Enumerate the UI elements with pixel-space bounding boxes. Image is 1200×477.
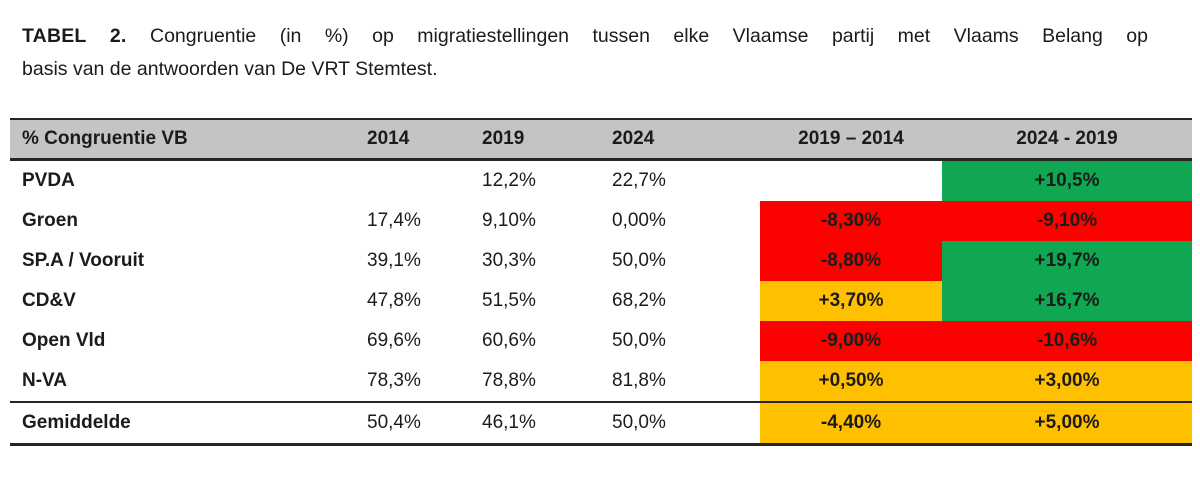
congruence-table: % Congruentie VB 2014 2019 2024 2019 – 2…: [10, 118, 1192, 446]
header-row: % Congruentie VB 2014 2019 2024 2019 – 2…: [10, 118, 1192, 161]
caption-text: Congruentie (in %) op migratiestellingen…: [150, 25, 1148, 47]
table-body: PVDA 12,2% 22,7% +10,5% Groen 17,4% 9,10…: [10, 159, 1192, 446]
cell-party: PVDA: [22, 170, 75, 191]
cell-diff-2024-2019: -9,10%: [942, 201, 1192, 241]
cell-2019: 51,5%: [482, 290, 536, 311]
header-2024: 2024: [602, 118, 760, 161]
cell-2024: 68,2%: [612, 290, 666, 311]
cell-2024: 81,8%: [612, 370, 666, 391]
cell-party: Open Vld: [22, 330, 106, 351]
caption-table-number: TABEL 2.: [22, 25, 127, 47]
cell-diff-2019-2014: -9,00%: [760, 321, 942, 361]
cell-2019: 30,3%: [482, 250, 536, 271]
cell-diff-2024-2019: +3,00%: [942, 361, 1192, 402]
cell-diff-2019-2014: +3,70%: [760, 281, 942, 321]
table-header: % Congruentie VB 2014 2019 2024 2019 – 2…: [10, 118, 1192, 161]
cell-party: N-VA: [22, 370, 68, 391]
cell-party: Gemiddelde: [10, 401, 357, 446]
header-2019: 2019: [472, 118, 602, 161]
header-party: % Congruentie VB: [10, 118, 357, 161]
cell-2024: 50,0%: [612, 250, 666, 271]
header-diff-2019-2014: 2019 – 2014: [760, 118, 942, 161]
cell-diff-2024-2019: +16,7%: [942, 281, 1192, 321]
cell-diff-2019-2014: -8,80%: [760, 241, 942, 281]
cell-2014: 78,3%: [367, 370, 421, 391]
cell-diff-2019-2014: -8,30%: [760, 201, 942, 241]
cell-2014: 50,4%: [357, 401, 472, 446]
cell-2024: 50,0%: [612, 330, 666, 351]
cell-2019: 9,10%: [482, 210, 536, 231]
table-figure-page: TABEL 2. Congruentie (in %) op migraties…: [0, 20, 1200, 477]
header-diff-2024-2019: 2024 - 2019: [942, 118, 1192, 161]
cell-2014: 69,6%: [367, 330, 421, 351]
cell-diff-2024-2019: +5,00%: [942, 401, 1192, 446]
cell-diff-2019-2014: [760, 160, 942, 202]
cell-2019: 12,2%: [482, 170, 536, 191]
table-row: SP.A / Vooruit 39,1% 30,3% 50,0% -8,80% …: [10, 241, 1192, 281]
cell-2014: [357, 160, 472, 202]
table-row: CD&V 47,8% 51,5% 68,2% +3,70% +16,7%: [10, 281, 1192, 321]
cell-diff-2024-2019: +10,5%: [942, 159, 1192, 201]
header-2014: 2014: [357, 118, 472, 161]
cell-diff-2024-2019: -10,6%: [942, 321, 1192, 361]
caption-line-1: TABEL 2. Congruentie (in %) op migraties…: [22, 20, 1148, 53]
cell-2024: 0,00%: [612, 210, 666, 231]
cell-2014: 47,8%: [367, 290, 421, 311]
cell-diff-2019-2014: +0,50%: [760, 361, 942, 402]
table-row: Groen 17,4% 9,10% 0,00% -8,30% -9,10%: [10, 201, 1192, 241]
cell-diff-2024-2019: +19,7%: [942, 241, 1192, 281]
cell-2014: 17,4%: [367, 210, 421, 231]
table-caption: TABEL 2. Congruentie (in %) op migraties…: [22, 20, 1148, 86]
caption-line-2: basis van de antwoorden van De VRT Stemt…: [22, 58, 438, 80]
cell-2019: 60,6%: [482, 330, 536, 351]
cell-party: CD&V: [22, 290, 76, 311]
table-row: PVDA 12,2% 22,7% +10,5%: [10, 159, 1192, 202]
table-row: N-VA 78,3% 78,8% 81,8% +0,50% +3,00%: [10, 361, 1192, 402]
cell-2019: 78,8%: [482, 370, 536, 391]
cell-2024: 50,0%: [602, 401, 760, 446]
cell-party: SP.A / Vooruit: [22, 250, 145, 271]
cell-2019: 46,1%: [472, 401, 602, 446]
cell-2014: 39,1%: [367, 250, 421, 271]
average-row: Gemiddelde 50,4% 46,1% 50,0% -4,40% +5,0…: [10, 401, 1192, 446]
cell-2024: 22,7%: [612, 170, 666, 191]
cell-party: Groen: [22, 210, 78, 231]
table-row: Open Vld 69,6% 60,6% 50,0% -9,00% -10,6%: [10, 321, 1192, 361]
cell-diff-2019-2014: -4,40%: [760, 401, 942, 446]
